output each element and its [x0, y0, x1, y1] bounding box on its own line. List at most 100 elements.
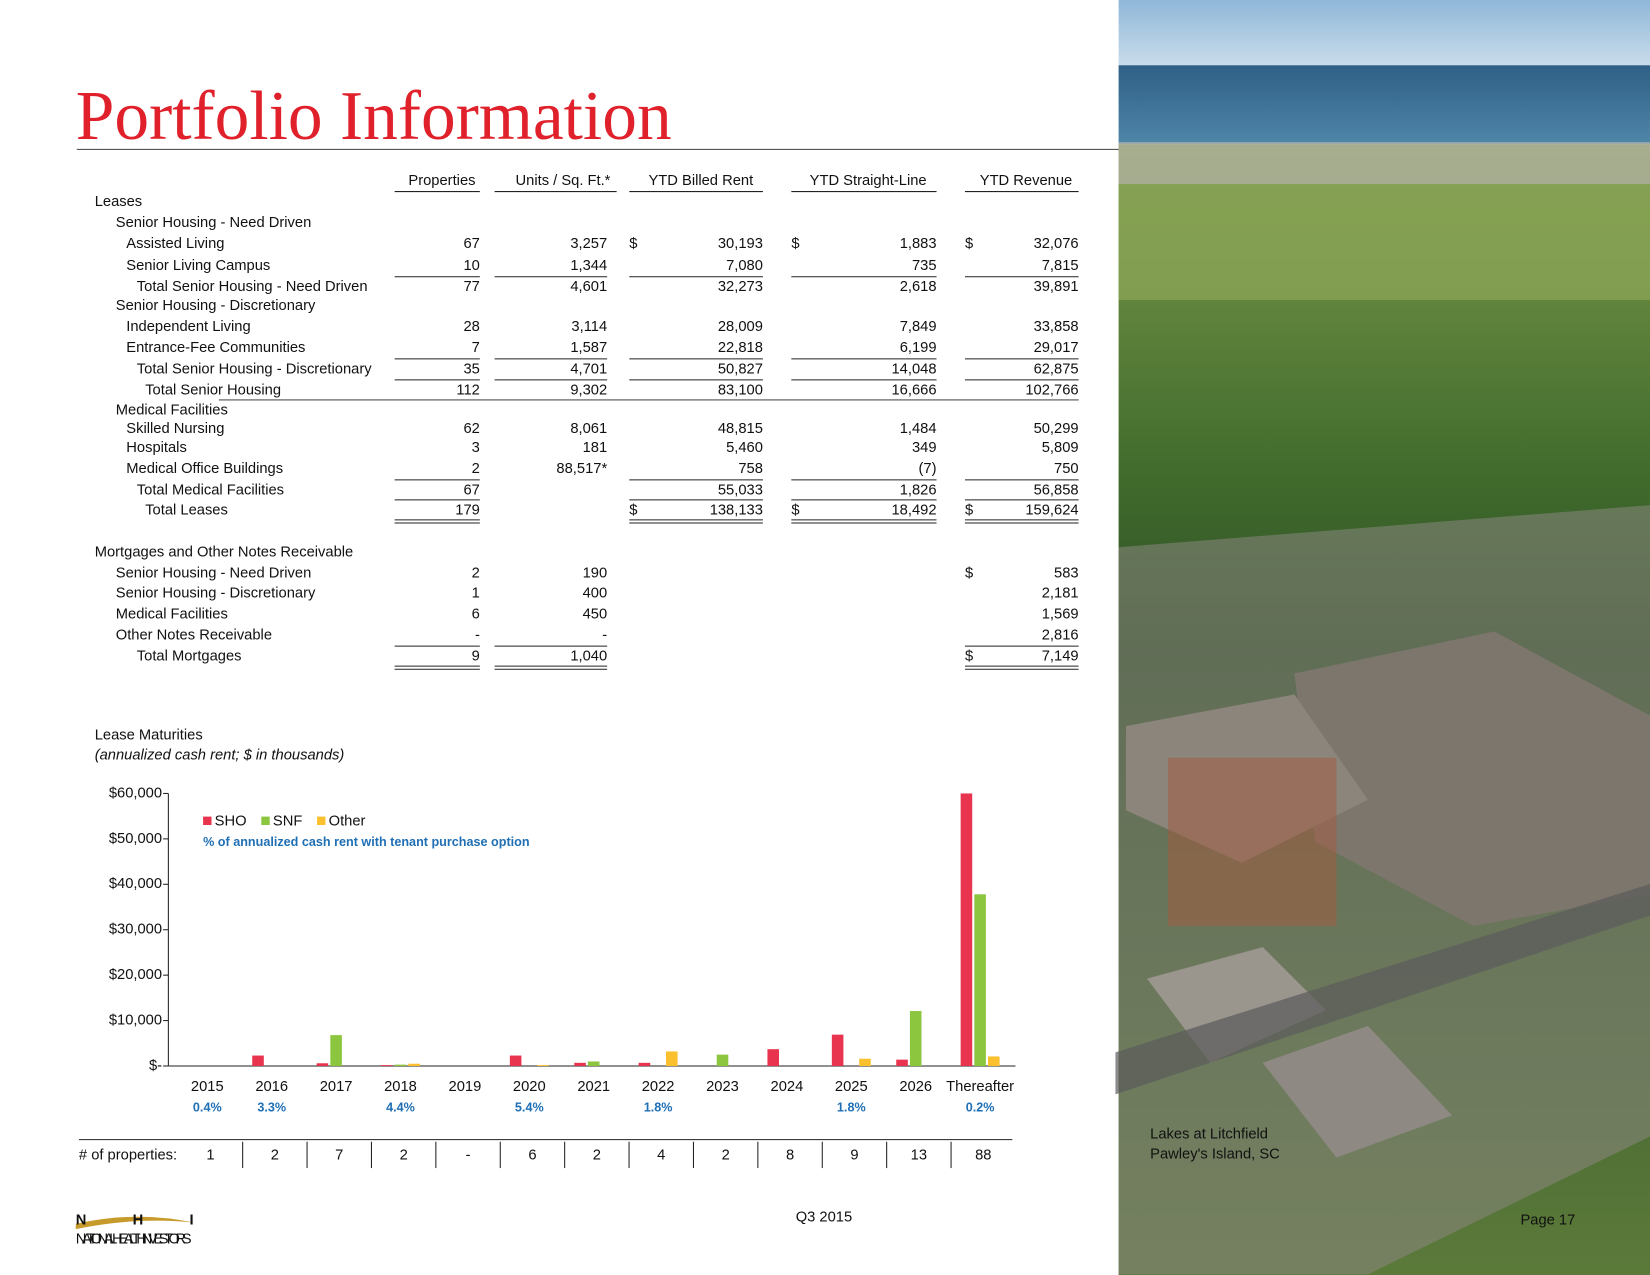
- purchase-option-label: 3.3%: [257, 1100, 286, 1114]
- bar: [509, 1055, 522, 1066]
- row-label: Senior Housing - Discretionary: [116, 585, 316, 601]
- y-tick-label: $60,000: [109, 785, 162, 801]
- column-header: Properties: [408, 173, 475, 189]
- row-label: Other Notes Receivable: [116, 627, 272, 643]
- bar: [716, 1054, 729, 1066]
- cell: 2,618: [900, 279, 937, 295]
- row-label: Total Senior Housing: [145, 382, 281, 398]
- x-tick-label: 2023: [706, 1079, 739, 1095]
- cell: 138,133: [710, 502, 763, 518]
- bar: [408, 1063, 420, 1066]
- property-count: 1: [206, 1147, 214, 1163]
- row-label: Total Medical Facilities: [137, 482, 284, 498]
- cell: 7,149: [1042, 649, 1079, 665]
- bar: [665, 1051, 678, 1066]
- property-count: 88: [975, 1147, 991, 1163]
- row-label: Medical Facilities: [116, 402, 228, 418]
- cell: 29,017: [1034, 340, 1079, 356]
- row-label: Total Mortgages: [137, 649, 242, 665]
- cell: 4,701: [570, 361, 607, 377]
- cell: 83,100: [718, 382, 763, 398]
- property-count: 13: [911, 1147, 927, 1163]
- cell: 9: [472, 649, 480, 665]
- property-count: 7: [335, 1147, 343, 1163]
- x-tick-label: 2026: [899, 1079, 932, 1095]
- cell: 1,826: [900, 482, 937, 498]
- bar: [909, 1011, 922, 1066]
- bar: [330, 1035, 342, 1066]
- photo-caption: Pawley's Island, SC: [1150, 1146, 1280, 1162]
- logo-subtitle: NATIONAL HEALTH INVESTORS: [76, 1232, 192, 1248]
- cell: 28: [463, 319, 479, 335]
- y-tick-label: $40,000: [109, 876, 162, 892]
- column-header: YTD Straight-Line: [810, 173, 927, 189]
- photo-caption: Lakes at Litchfield: [1150, 1126, 1268, 1142]
- y-tick-label: $50,000: [109, 831, 162, 847]
- cell: 39,891: [1034, 279, 1079, 295]
- legend-label: SNF: [273, 814, 302, 830]
- annotation: % of annualized cash rent with tenant pu…: [203, 835, 529, 849]
- y-tick-label: $10,000: [109, 1012, 162, 1028]
- x-tick-label: 2016: [255, 1079, 288, 1095]
- cell: 22,818: [718, 340, 763, 356]
- photo: [1115, 0, 1650, 1275]
- purchase-option-label: 1.8%: [837, 1100, 866, 1114]
- row-label: Leases: [95, 194, 142, 210]
- row-label: Senior Living Campus: [126, 258, 270, 274]
- cell: 2,816: [1042, 627, 1079, 643]
- cell: 2: [472, 565, 480, 581]
- cell: 190: [583, 565, 608, 581]
- cell: 4,601: [570, 279, 607, 295]
- bar: [960, 793, 973, 1066]
- bar: [587, 1061, 600, 1066]
- cell: 179: [455, 502, 480, 518]
- cell: 62,875: [1034, 361, 1079, 377]
- cell: 1,883: [900, 236, 937, 252]
- cell: 67: [463, 236, 479, 252]
- logo: [75, 1216, 195, 1230]
- currency-sign: $: [965, 502, 973, 518]
- cell: 30,193: [718, 236, 763, 252]
- x-tick-label: 2021: [577, 1079, 610, 1095]
- cell: 77: [463, 279, 479, 295]
- x-tick-label: 2020: [513, 1079, 546, 1095]
- x-tick-label: 2022: [642, 1079, 675, 1095]
- legend-label: Other: [329, 814, 366, 830]
- property-count: 8: [786, 1147, 794, 1163]
- cell: 50,299: [1034, 421, 1079, 437]
- property-count: -: [466, 1147, 471, 1163]
- cell: 16,666: [892, 382, 937, 398]
- bar: [638, 1062, 651, 1066]
- chart-subtitle: (annualized cash rent; $ in thousands): [95, 747, 345, 763]
- cell: 88,517*: [556, 461, 607, 477]
- x-tick-label: Thereafter: [946, 1079, 1014, 1095]
- x-tick-label: 2017: [320, 1079, 353, 1095]
- row-label: Total Leases: [145, 502, 228, 518]
- cell: 6: [472, 606, 480, 622]
- cell: -: [475, 627, 480, 643]
- cell: 349: [912, 440, 937, 456]
- cell: 7,080: [726, 258, 763, 274]
- row-label: Medical Facilities: [116, 606, 228, 622]
- cell: 5,460: [726, 440, 763, 456]
- cell: (7): [919, 461, 937, 477]
- purchase-option-label: 4.4%: [386, 1100, 415, 1114]
- page-title: Portfolio Information: [76, 78, 672, 155]
- currency-sign: $: [629, 236, 637, 252]
- cell: 28,009: [718, 319, 763, 335]
- row-label: Total Senior Housing - Need Driven: [137, 279, 368, 295]
- cell: -: [602, 627, 607, 643]
- cell: 7,849: [900, 319, 937, 335]
- currency-sign: $: [965, 236, 973, 252]
- bar: [537, 1065, 549, 1066]
- column-header: YTD Billed Rent: [648, 173, 753, 189]
- currency-sign: $: [791, 236, 799, 252]
- property-count: 2: [722, 1147, 730, 1163]
- row-label: Independent Living: [126, 319, 250, 335]
- row-label: Entrance-Fee Communities: [126, 340, 305, 356]
- purchase-option-label: 1.8%: [644, 1100, 673, 1114]
- bar: [252, 1055, 264, 1066]
- cell: 2,181: [1042, 585, 1079, 601]
- x-tick-label: 2025: [835, 1079, 868, 1095]
